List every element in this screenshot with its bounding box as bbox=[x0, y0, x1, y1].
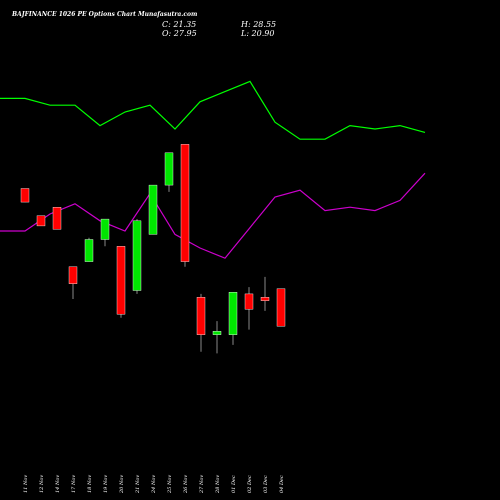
x-tick-label: 11 Nov bbox=[23, 475, 29, 493]
candle-down bbox=[260, 297, 270, 301]
x-tick-label: 20 Nov bbox=[119, 475, 125, 494]
open-readout: O: 27.95 bbox=[162, 29, 197, 38]
x-tick-label: 19 Nov bbox=[103, 475, 109, 493]
candle-up bbox=[148, 184, 158, 235]
candle-up bbox=[132, 220, 142, 291]
candle-up bbox=[164, 152, 174, 186]
candle-down bbox=[276, 288, 286, 327]
low-readout: L: 20.90 bbox=[241, 29, 275, 38]
candle-down bbox=[116, 246, 126, 315]
x-tick-label: 26 Nov bbox=[183, 475, 189, 494]
candle-up bbox=[84, 239, 94, 262]
x-tick-label: 18 Nov bbox=[87, 475, 93, 493]
candle-up bbox=[100, 218, 110, 240]
x-tick-label: 04 Dec bbox=[279, 475, 285, 493]
candle-down bbox=[52, 206, 62, 230]
high-readout: H: 28.55 bbox=[241, 20, 277, 29]
x-tick-label: 17 Nov bbox=[71, 475, 77, 493]
close-readout: C: 21.35 bbox=[162, 20, 197, 29]
x-tick-label: 01 Dec bbox=[231, 475, 237, 493]
x-tick-label: 28 Nov bbox=[215, 475, 221, 494]
x-tick-label: 24 Nov bbox=[151, 475, 157, 494]
x-tick-label: 02 Dec bbox=[247, 475, 253, 493]
candle-down bbox=[36, 215, 46, 227]
magenta-indicator-line bbox=[0, 172, 426, 259]
x-tick-label: 21 Nov bbox=[135, 475, 141, 494]
candle-up bbox=[212, 331, 222, 335]
candle-down bbox=[20, 188, 30, 203]
candle-down bbox=[180, 144, 190, 262]
x-tick-label: 27 Nov bbox=[199, 475, 205, 494]
candle-up bbox=[228, 292, 238, 335]
x-tick-label: 12 Nov bbox=[39, 475, 45, 493]
chart-title: BAJFINANCE 1026 PE Options Chart Munafas… bbox=[12, 11, 198, 18]
candle-down bbox=[68, 266, 78, 284]
x-tick-label: 14 Nov bbox=[55, 475, 61, 493]
candle-down bbox=[196, 297, 206, 335]
green-indicator-line bbox=[0, 80, 426, 140]
candle-down bbox=[244, 293, 254, 310]
x-tick-label: 03 Dec bbox=[263, 475, 269, 493]
x-tick-label: 25 Nov bbox=[167, 475, 173, 494]
